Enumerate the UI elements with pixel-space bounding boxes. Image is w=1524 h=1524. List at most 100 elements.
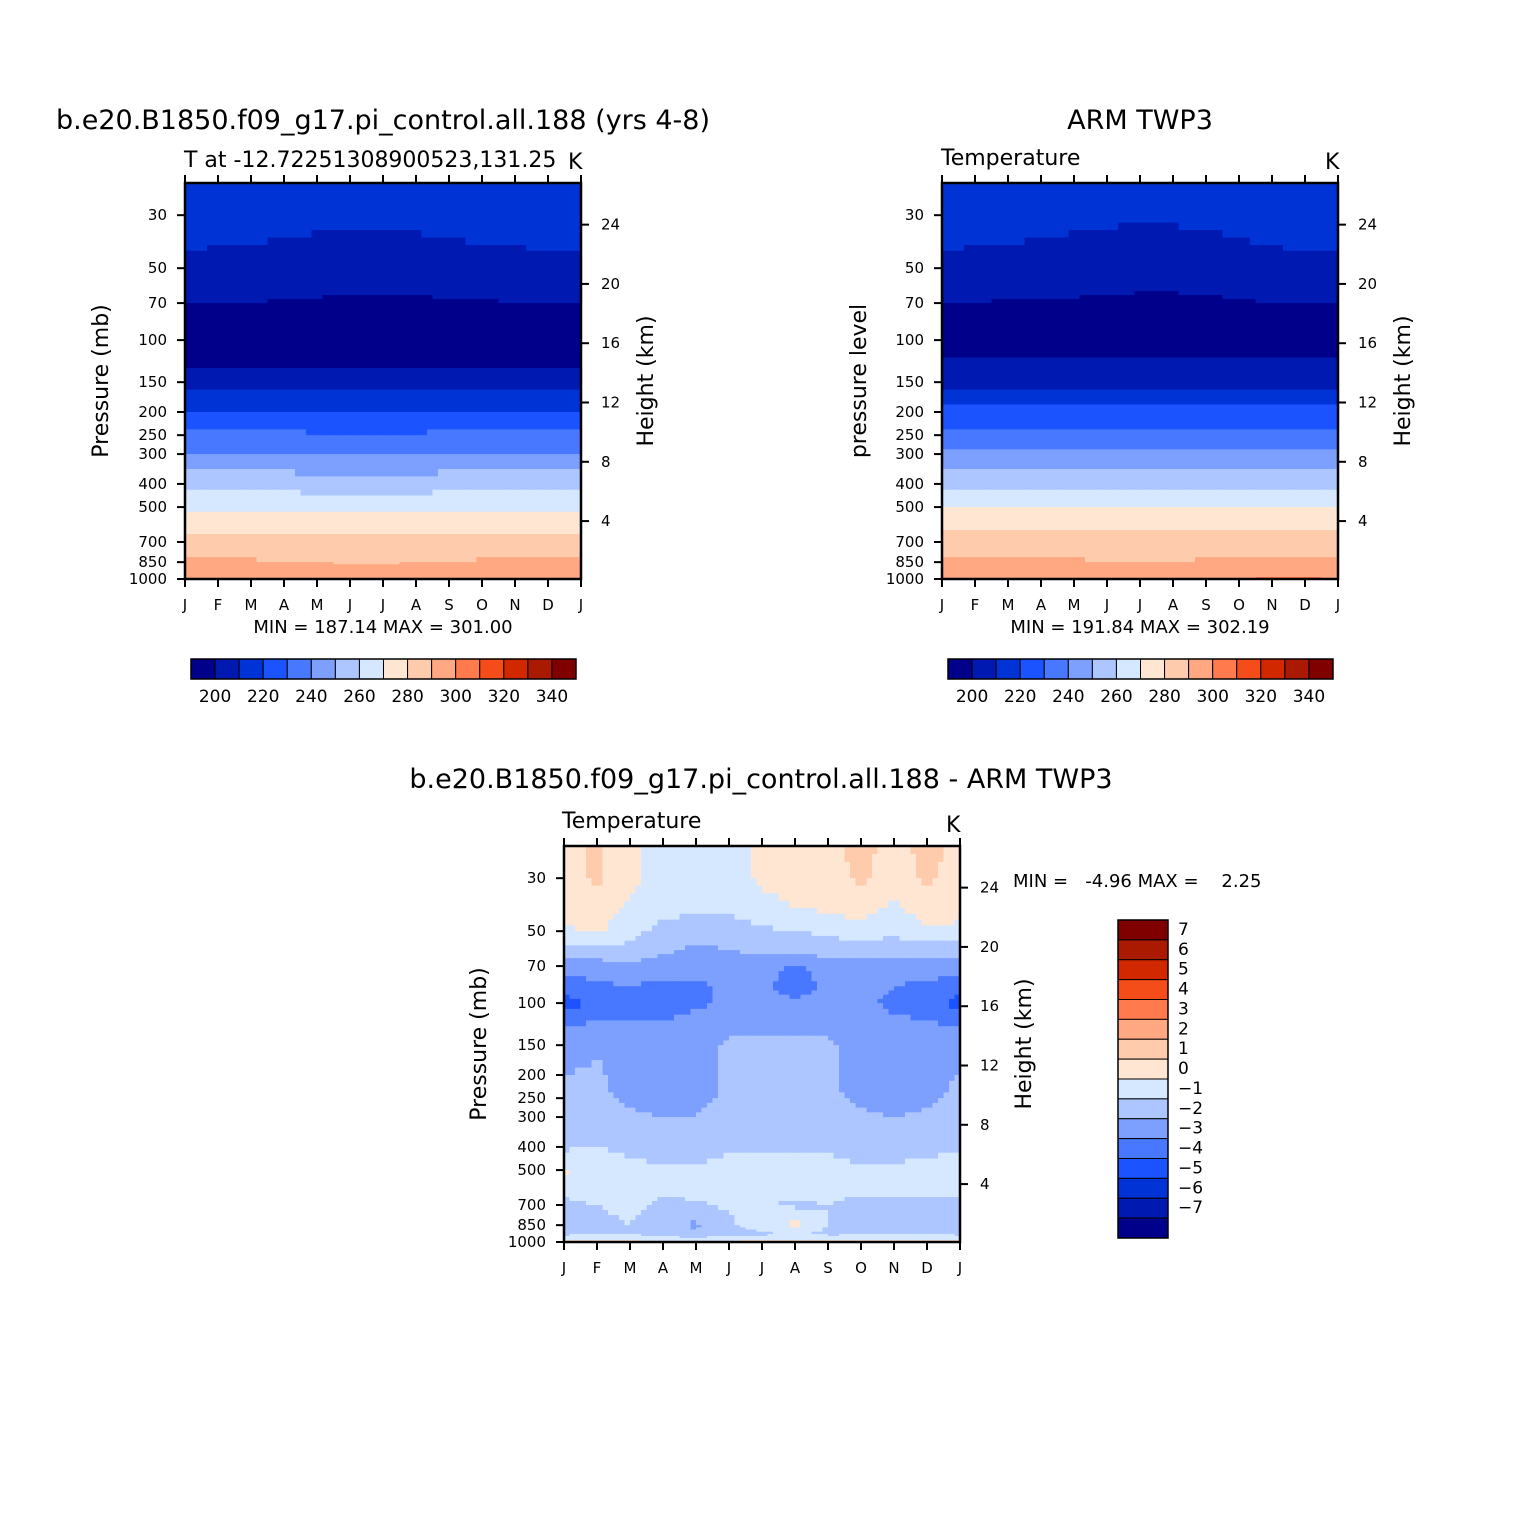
- contour-cell: [471, 461, 478, 470]
- contour-cell: [537, 404, 544, 413]
- contour-cell: [256, 412, 263, 419]
- contour-cell: [504, 345, 511, 353]
- contour-cell: [267, 295, 274, 300]
- contour-cell: [289, 245, 296, 252]
- contour-cell: [311, 412, 318, 419]
- contour-cell: [564, 397, 571, 406]
- contour-cell: [273, 439, 280, 446]
- contour-cell: [207, 435, 214, 441]
- contour-cell: [300, 295, 307, 300]
- contour-cell: [515, 287, 522, 292]
- contour-cell: [498, 323, 505, 329]
- contour-cell: [487, 250, 494, 258]
- contour-cell: [427, 501, 434, 508]
- contour-cell: [350, 552, 357, 558]
- contour-cell: [229, 215, 236, 224]
- contour-cell: [509, 454, 516, 463]
- contour-cell: [487, 382, 494, 391]
- contour-cell: [427, 534, 434, 539]
- contour-cell: [427, 469, 434, 478]
- contour-cell: [476, 404, 483, 413]
- contour-cell: [383, 397, 390, 406]
- contour-cell: [427, 483, 434, 491]
- contour-cell: [372, 483, 379, 491]
- contour-cell: [300, 552, 307, 558]
- contour-cell: [262, 222, 269, 231]
- contour-cell: [394, 547, 401, 553]
- contour-cell: [201, 345, 208, 353]
- contour-cell: [212, 541, 219, 548]
- contour-cell: [399, 191, 406, 200]
- contour-cell: [438, 207, 445, 216]
- contour-cell: [240, 541, 247, 548]
- contour-cell: [438, 327, 445, 333]
- contour-cell: [273, 327, 280, 333]
- contour-cell: [498, 377, 505, 383]
- contour-cell: [201, 511, 208, 518]
- contour-cell: [498, 282, 505, 288]
- contour-cell: [240, 291, 247, 296]
- contour-cell: [240, 454, 247, 463]
- contour-cell: [196, 412, 203, 419]
- contour-cell: [399, 521, 406, 527]
- contour-cell: [504, 534, 511, 539]
- contour-cell: [399, 412, 406, 419]
- contour-cell: [196, 282, 203, 288]
- contour-cell: [377, 521, 384, 527]
- contour-cell: [256, 483, 263, 491]
- contour-cell: [311, 372, 318, 379]
- contour-cell: [267, 429, 274, 436]
- contour-cell: [383, 547, 390, 553]
- contour-cell: [432, 268, 439, 274]
- contour-cell: [438, 547, 445, 553]
- contour-cell: [278, 412, 285, 419]
- contour-cell: [410, 377, 417, 383]
- contour-cell: [273, 495, 280, 502]
- contour-cell: [564, 557, 571, 563]
- contour-cell: [322, 507, 329, 513]
- contour-cell: [262, 318, 269, 324]
- contour-cell: [432, 444, 439, 450]
- contour-cell: [438, 287, 445, 292]
- contour-cell: [185, 382, 192, 391]
- contour-cell: [498, 367, 505, 374]
- contour-cell: [344, 256, 351, 263]
- contour-cell: [377, 256, 384, 263]
- contour-cell: [443, 331, 450, 337]
- contour-cell: [339, 345, 346, 353]
- contour-cell: [306, 199, 313, 208]
- contour-cell: [333, 323, 340, 329]
- contour-cell: [405, 262, 412, 269]
- contour-cell: [559, 417, 566, 425]
- contour-cell: [201, 367, 208, 374]
- contour-cell: [449, 308, 456, 314]
- contour-cell: [361, 389, 368, 398]
- contour-cell: [449, 404, 456, 413]
- contour-cell: [476, 256, 483, 263]
- contour-cell: [207, 215, 214, 224]
- contour-cell: [553, 230, 560, 239]
- contour-cell: [575, 357, 581, 364]
- contour-cell: [372, 222, 379, 231]
- contour-cell: [240, 547, 247, 553]
- contour-cell: [240, 507, 247, 513]
- contour-cell: [526, 351, 533, 359]
- contour-cell: [465, 308, 472, 314]
- contour-cell: [432, 318, 439, 324]
- contour-cell: [410, 449, 417, 455]
- contour-cell: [564, 538, 571, 543]
- contour-cell: [564, 199, 571, 208]
- contour-cell: [537, 250, 544, 258]
- contour-cell: [405, 256, 412, 263]
- contour-cell: [234, 367, 241, 374]
- contour-cell: [333, 397, 340, 406]
- contour-cell: [339, 547, 346, 553]
- contour-cell: [361, 340, 368, 347]
- contour-cell: [366, 439, 373, 446]
- contour-cell: [504, 295, 511, 300]
- contour-cell: [289, 566, 296, 570]
- contour-cell: [377, 295, 384, 300]
- contour-cell: [289, 345, 296, 353]
- contour-cell: [520, 351, 527, 359]
- contour-cell: [218, 538, 225, 543]
